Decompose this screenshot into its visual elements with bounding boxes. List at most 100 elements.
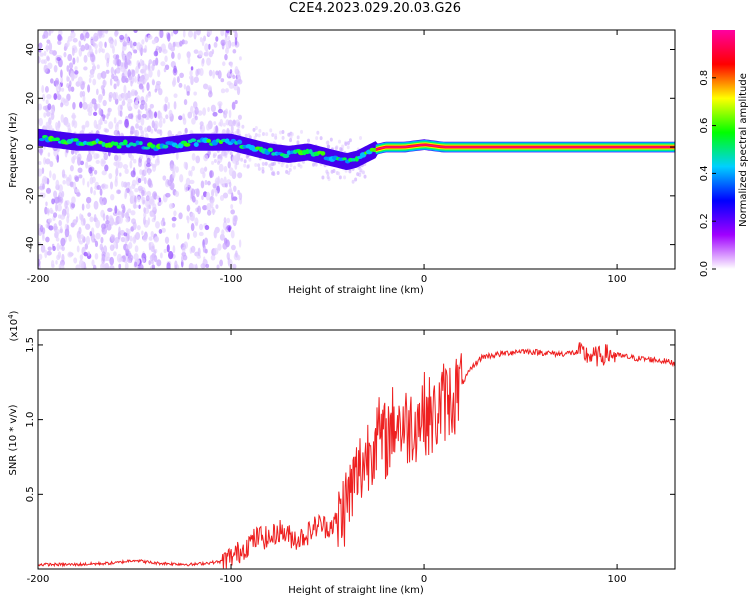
spectrogram-noise-cell <box>210 254 216 261</box>
spectrogram-noise-cell <box>137 185 143 191</box>
spectrogram-noise-cell <box>178 212 183 220</box>
spectrogram-noise-cell <box>222 242 228 250</box>
spectrogram-noise-cell <box>55 179 60 188</box>
page-title: C2E4.2023.029.20.03.G26 <box>288 1 462 16</box>
spectrogram-noise-cell <box>105 214 109 221</box>
spectrogram-noise-cell <box>38 253 43 260</box>
spectrogram-noise-cell <box>124 212 130 219</box>
spectrogram-noise-cell <box>285 164 289 169</box>
spectrogram-noise-cell <box>176 76 180 83</box>
spectrogram-noise-cell <box>204 237 209 245</box>
spectrogram-noise-cell <box>219 154 223 159</box>
spectrogram-noise-cell <box>138 263 144 269</box>
spectrogram-noise-cell <box>190 245 196 253</box>
spectrogram-noise-cell <box>205 263 210 268</box>
spectrogram-noise-cell <box>232 30 237 33</box>
spectrogram-noise-cell <box>186 204 191 212</box>
spectrogram-noise-cell <box>118 226 121 234</box>
spectrogram-noise-cell <box>214 189 218 197</box>
spectrogram-noise-cell <box>143 177 147 185</box>
spectrogram-noise-cell <box>238 239 242 248</box>
spectrogram-noise-cell <box>193 91 197 96</box>
spectrogram-noise-cell <box>103 119 108 125</box>
spectrogram-noise-cell <box>135 123 139 129</box>
spectrogram-noise-cell <box>89 231 93 237</box>
spectrogram-noise-cell <box>121 203 125 209</box>
spectrogram-noise-cell <box>162 103 168 112</box>
spectrogram-noise-cell <box>147 178 152 188</box>
spectrogram-noise-cell <box>100 263 105 269</box>
spectrogram-noise-cell <box>296 135 300 140</box>
spectrogram-noise-cell <box>93 169 98 175</box>
spectrogram-noise-cell <box>38 103 43 111</box>
spectrogram-noise-cell <box>142 216 146 226</box>
spectrogram-noise-cell <box>346 145 350 150</box>
spectrogram-noise-cell <box>212 154 216 159</box>
spectrogram-noise-cell <box>172 169 176 179</box>
spectrogram-noise-cell <box>160 227 166 233</box>
spectrogram-noise-cell <box>162 175 167 181</box>
spectrogram-noise-cell <box>332 169 336 174</box>
spectrogram-noise-cell <box>118 215 123 224</box>
snr-y-tick-label: 0.5 <box>25 486 36 502</box>
spectrogram-noise-cell <box>132 41 137 47</box>
spectrogram-noise-cell <box>187 55 191 65</box>
colorbar-scale <box>712 30 735 269</box>
spectrogram-noise-cell <box>204 225 210 231</box>
spectrogram-noise-cell <box>114 98 119 105</box>
spectrogram-noise-cell <box>140 99 146 106</box>
spectrogram-noise-cell <box>206 30 213 36</box>
spectrogram-noise-cell <box>115 167 119 177</box>
spectrogram-noise-cell <box>145 162 151 168</box>
spectrogram-noise-cell <box>76 153 82 162</box>
spectrogram-noise-cell <box>164 96 169 104</box>
spectrogram-noise-cell <box>51 198 55 205</box>
spectrogram-noise-cell <box>97 72 102 80</box>
spectrogram-noise-cell <box>102 79 107 86</box>
spectrogram-noise-cell <box>88 47 94 54</box>
spectrogram-noise-cell <box>132 221 137 231</box>
spectrogram-noise-cell <box>113 83 117 90</box>
spectrogram-noise-cell <box>168 251 174 260</box>
spectrogram-noise-cell <box>225 40 231 50</box>
spectrogram-noise-cell <box>220 78 225 83</box>
spectrogram-noise-cell <box>281 129 285 134</box>
spectrogram-noise-cell <box>99 243 104 251</box>
spectrogram-noise-cell <box>236 74 242 84</box>
spectrogram-noise-cell <box>154 37 158 43</box>
spectrogram-noise-cell <box>69 165 74 172</box>
spectrogram-noise-cell <box>168 109 173 117</box>
spectrogram-noise-cell <box>231 192 234 202</box>
spectrogram-noise-cell <box>190 66 194 71</box>
spectrogram-noise-cell <box>59 228 63 234</box>
snr-y-tick-label: 1.0 <box>25 412 36 428</box>
spectrogram-noise-cell <box>154 88 158 93</box>
spectrogram-noise-cell <box>101 160 107 165</box>
spectrogram-noise-cell <box>218 122 222 127</box>
spectrogram-noise-cell <box>118 119 123 125</box>
spectrogram-noise-cell <box>125 36 130 43</box>
spectrogram-noise-cell <box>125 217 130 223</box>
spectrogram-noise-cell <box>85 203 91 210</box>
spectrogram-noise-cell <box>230 61 233 68</box>
spectrogram-noise-cell <box>240 157 244 162</box>
spectrogram-noise-cell <box>269 128 273 133</box>
spectrogram-noise-cell <box>96 64 100 70</box>
spectrogram-noise-cell <box>62 98 69 103</box>
spectrogram-noise-cell <box>195 155 201 164</box>
spectrogram-noise-cell <box>281 135 285 140</box>
spectrogram-noise-cell <box>206 123 211 131</box>
spectrogram-noise-cell <box>138 204 141 210</box>
spectrogram-noise-cell <box>223 165 228 173</box>
spectrogram-noise-cell <box>46 111 51 117</box>
spectrogram-noise-cell <box>111 73 115 80</box>
colorbar-tick-label: 0.0 <box>699 261 710 277</box>
spectrogram-noise-cell <box>187 232 190 240</box>
spectrogram-noise-cell <box>176 233 179 240</box>
spectrogram-noise-cell <box>229 186 232 195</box>
spectrogram-noise-cell <box>79 101 83 109</box>
spectrogram-noise-cell <box>114 39 117 47</box>
spectrogram-noise-cell <box>254 126 258 131</box>
spectrogram-noise-cell <box>265 132 269 137</box>
